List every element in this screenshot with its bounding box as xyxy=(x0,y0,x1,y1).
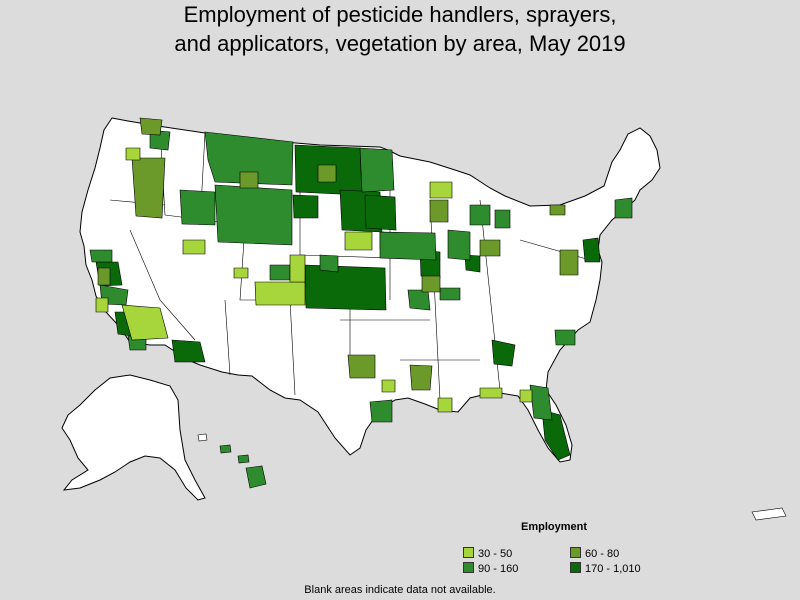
legend-label: 30 - 50 xyxy=(478,548,513,560)
area-oklahoma xyxy=(347,354,376,379)
legend-swatch xyxy=(463,562,474,573)
hawaii-kauai xyxy=(197,433,208,442)
area-montana-south xyxy=(239,171,259,189)
legend-swatch xyxy=(570,547,581,558)
legend-swatch xyxy=(463,547,474,558)
area-north-carolina xyxy=(554,329,576,346)
area-nevada-small xyxy=(233,267,249,279)
legend-label: 90 - 160 xyxy=(478,563,519,575)
area-florida-north xyxy=(519,389,533,403)
area-nebraska-west xyxy=(344,231,373,251)
area-california-north xyxy=(97,267,111,286)
legend-item-60-80: 60 - 80 xyxy=(570,547,620,560)
area-georgia xyxy=(491,339,516,367)
area-arizona-central xyxy=(121,304,169,341)
area-kentucky xyxy=(479,239,501,257)
legend-title: Employment xyxy=(521,521,588,533)
area-mississippi xyxy=(437,397,453,413)
alaska-outline xyxy=(61,374,206,501)
area-iowa xyxy=(379,231,437,261)
area-texas-north xyxy=(381,379,396,393)
footnote: Blank areas indicate data not available. xyxy=(304,584,496,596)
area-ohio xyxy=(494,209,511,229)
area-wisconsin xyxy=(429,199,449,223)
area-washington-west xyxy=(125,147,141,161)
title-line-2: and applicators, vegetation by area, May… xyxy=(174,31,626,56)
area-michigan-north xyxy=(429,181,453,199)
hawaii xyxy=(197,433,267,489)
area-missouri-east xyxy=(421,275,441,293)
legend-item-90-160: 90 - 160 xyxy=(463,562,519,575)
area-colorado-east xyxy=(289,254,306,283)
area-arizona-south xyxy=(171,339,206,363)
area-louisiana xyxy=(409,364,433,391)
area-massachusetts xyxy=(614,197,633,219)
area-utah xyxy=(182,239,206,255)
area-new-york xyxy=(549,204,566,216)
legend-swatch xyxy=(570,562,581,573)
legend-label: 60 - 80 xyxy=(585,548,620,560)
area-nd-west xyxy=(317,164,337,183)
area-arkansas xyxy=(407,289,431,311)
area-texas-coast xyxy=(369,399,393,423)
hawaii-big-island xyxy=(245,465,267,489)
area-florida-south xyxy=(541,409,571,461)
area-montana-north xyxy=(359,147,395,193)
title-line-1: Employment of pesticide handlers, spraye… xyxy=(183,2,617,27)
area-florida-central xyxy=(529,384,553,421)
area-pennsylvania xyxy=(559,249,579,276)
area-wyoming xyxy=(214,184,293,246)
area-maryland xyxy=(582,237,601,263)
area-michigan xyxy=(469,204,491,226)
legend-item-30-50: 30 - 50 xyxy=(463,547,513,560)
area-indiana xyxy=(447,229,471,261)
area-wyoming-east xyxy=(292,194,319,219)
legend-label: 170 - 1,010 xyxy=(585,563,641,575)
area-alabama xyxy=(479,387,503,399)
area-oregon-east xyxy=(131,157,166,219)
hawaii-oahu xyxy=(219,444,232,454)
area-missouri xyxy=(319,254,339,273)
employment-areas xyxy=(89,117,633,461)
area-california-la xyxy=(95,297,109,313)
area-colorado xyxy=(269,264,291,281)
puerto-rico xyxy=(751,507,787,521)
legend: Employment 30 - 50 60 - 80 90 - 160 170 … xyxy=(463,521,673,577)
area-colorado-west xyxy=(254,281,306,306)
area-california-coast xyxy=(89,249,113,263)
area-minnesota-south xyxy=(364,194,397,231)
area-tennessee xyxy=(439,287,461,301)
area-idaho-south xyxy=(179,189,216,226)
hawaii-maui xyxy=(237,454,250,464)
area-washington-north xyxy=(139,117,163,136)
area-kansas xyxy=(304,264,387,311)
legend-item-170-1010: 170 - 1,010 xyxy=(570,562,641,575)
map-title: Employment of pesticide handlers, spraye… xyxy=(0,0,800,58)
